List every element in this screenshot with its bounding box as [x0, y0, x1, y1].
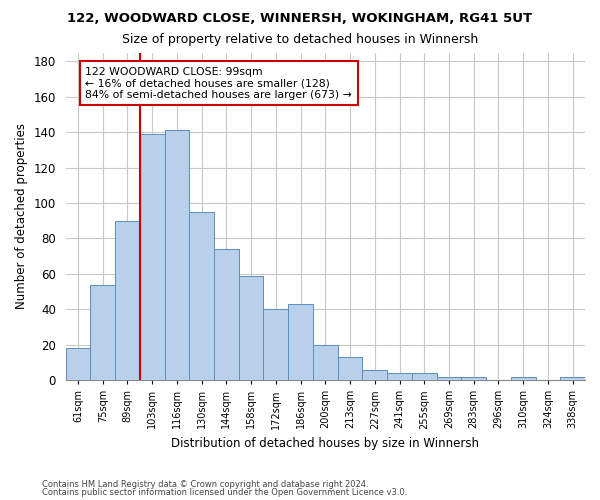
Bar [560, 376, 585, 380]
Text: Size of property relative to detached houses in Winnersh: Size of property relative to detached ho… [122, 32, 478, 46]
Bar [91, 284, 115, 380]
Bar [115, 220, 140, 380]
Text: Contains HM Land Registry data © Crown copyright and database right 2024.: Contains HM Land Registry data © Crown c… [42, 480, 368, 489]
Bar [387, 373, 412, 380]
Bar [461, 376, 486, 380]
Bar [65, 348, 91, 380]
Text: Contains public sector information licensed under the Open Government Licence v3: Contains public sector information licen… [42, 488, 407, 497]
Bar [437, 376, 461, 380]
Bar [338, 357, 362, 380]
Bar [511, 376, 536, 380]
Bar [214, 249, 239, 380]
Bar [362, 370, 387, 380]
Bar [164, 130, 190, 380]
X-axis label: Distribution of detached houses by size in Winnersh: Distribution of detached houses by size … [172, 437, 479, 450]
Bar [263, 310, 288, 380]
Bar [412, 373, 437, 380]
Y-axis label: Number of detached properties: Number of detached properties [15, 124, 28, 310]
Bar [313, 344, 338, 380]
Bar [239, 276, 263, 380]
Text: 122, WOODWARD CLOSE, WINNERSH, WOKINGHAM, RG41 5UT: 122, WOODWARD CLOSE, WINNERSH, WOKINGHAM… [67, 12, 533, 26]
Text: 122 WOODWARD CLOSE: 99sqm
← 16% of detached houses are smaller (128)
84% of semi: 122 WOODWARD CLOSE: 99sqm ← 16% of detac… [85, 66, 352, 100]
Bar [288, 304, 313, 380]
Bar [190, 212, 214, 380]
Bar [140, 134, 164, 380]
